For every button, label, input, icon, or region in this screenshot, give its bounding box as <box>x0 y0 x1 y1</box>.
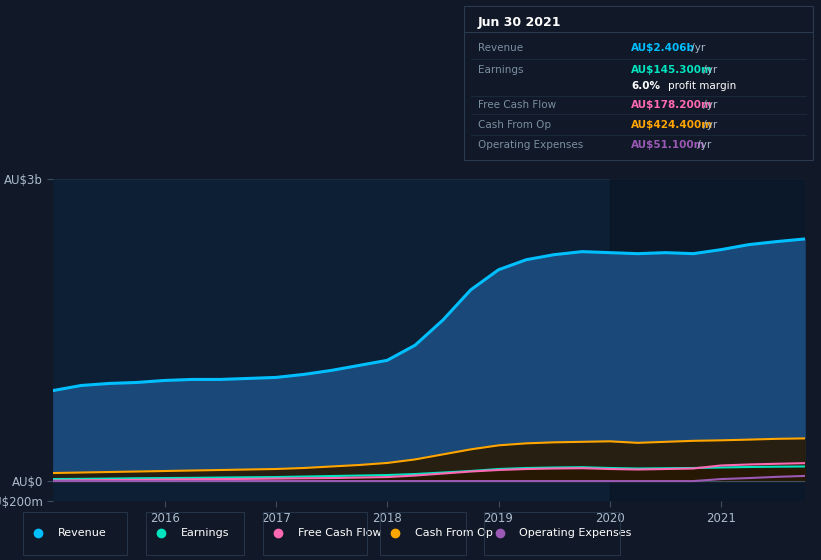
Text: 6.0%: 6.0% <box>631 81 660 91</box>
Text: Free Cash Flow: Free Cash Flow <box>298 529 382 538</box>
Text: AU$424.400m: AU$424.400m <box>631 120 713 130</box>
Text: /yr: /yr <box>695 140 712 150</box>
Text: Cash From Op: Cash From Op <box>415 529 493 538</box>
Text: AU$2.406b: AU$2.406b <box>631 43 695 53</box>
Text: AU$145.300m: AU$145.300m <box>631 64 713 74</box>
Text: Earnings: Earnings <box>181 529 229 538</box>
Bar <box>610 179 805 501</box>
Text: Revenue: Revenue <box>57 529 107 538</box>
Text: Cash From Op: Cash From Op <box>478 120 551 130</box>
Text: AU$178.200m: AU$178.200m <box>631 100 713 110</box>
Text: Free Cash Flow: Free Cash Flow <box>478 100 556 110</box>
Text: /yr: /yr <box>688 43 705 53</box>
Text: AU$51.100m: AU$51.100m <box>631 140 706 150</box>
Text: Operating Expenses: Operating Expenses <box>478 140 583 150</box>
Text: /yr: /yr <box>700 100 718 110</box>
Text: /yr: /yr <box>700 64 718 74</box>
Text: Jun 30 2021: Jun 30 2021 <box>478 16 562 29</box>
Text: Earnings: Earnings <box>478 64 523 74</box>
Text: Revenue: Revenue <box>478 43 523 53</box>
Text: /yr: /yr <box>700 120 718 130</box>
Text: Operating Expenses: Operating Expenses <box>520 529 632 538</box>
Text: profit margin: profit margin <box>668 81 736 91</box>
